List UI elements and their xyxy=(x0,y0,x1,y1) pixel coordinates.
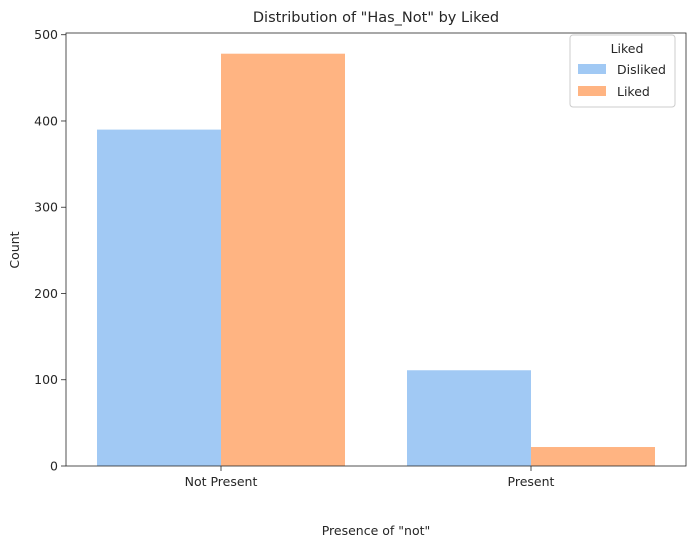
y-tick-label: 400 xyxy=(34,113,58,128)
y-tick-label: 200 xyxy=(34,286,58,301)
legend-label-disliked: Disliked xyxy=(617,62,666,77)
legend-title: Liked xyxy=(611,41,644,56)
legend-swatch-liked xyxy=(578,86,606,96)
chart-title: Distribution of "Has_Not" by Liked xyxy=(253,10,499,26)
bar-disliked-not-present xyxy=(97,129,221,467)
axes-frame xyxy=(65,32,687,467)
legend-swatch-disliked xyxy=(578,64,606,74)
bar-disliked-present xyxy=(407,370,531,466)
x-axis-label: Presence of "not" xyxy=(322,523,431,538)
legend: Liked Disliked Liked xyxy=(569,34,676,108)
x-tick-label: Present xyxy=(508,474,555,489)
y-tick-label: 500 xyxy=(34,27,58,42)
y-tick-label: 0 xyxy=(50,459,58,474)
plot-area: Not Present Present 0 100 200 300 400 500 xyxy=(34,27,687,489)
bar-liked-not-present xyxy=(221,53,345,466)
x-tick-label: Not Present xyxy=(185,474,258,489)
y-tick-label: 300 xyxy=(34,200,58,215)
y-axis-label: Count xyxy=(7,231,22,268)
legend-label-liked: Liked xyxy=(617,84,650,99)
y-tick-label: 100 xyxy=(34,372,58,387)
bar-liked-present xyxy=(531,447,655,466)
